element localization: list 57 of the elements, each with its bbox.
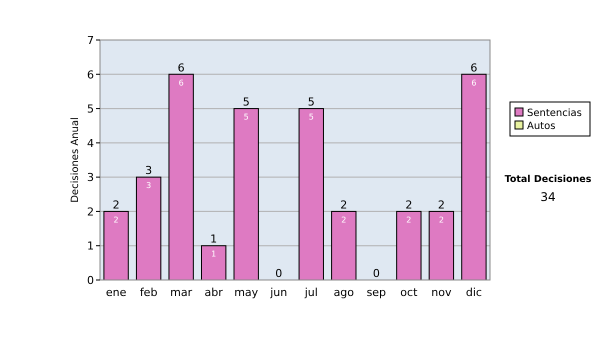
bar: [396, 210, 422, 280]
data-label: 6: [471, 78, 476, 88]
bar: [103, 210, 129, 280]
y-tick-label: 2: [87, 205, 94, 218]
total-label: 6: [178, 61, 185, 74]
total-label: 5: [308, 96, 315, 109]
x-tick-label: dic: [466, 286, 482, 299]
bar: [136, 176, 162, 280]
total-label: 2: [340, 198, 348, 212]
total-label: 2: [112, 198, 120, 212]
y-tick-label: 7: [87, 34, 94, 47]
total-label: 6: [470, 61, 478, 74]
y-tick-label: 6: [87, 68, 94, 82]
data-label: 5: [244, 112, 249, 122]
x-tick-label: sep: [366, 286, 386, 299]
data-label: 2: [114, 215, 119, 224]
y-tick-label: 4: [87, 136, 94, 150]
bar: [298, 108, 324, 280]
data-label: 1: [211, 250, 216, 259]
y-tick-label: 0: [87, 274, 94, 287]
x-tick-label: feb: [140, 286, 158, 299]
text: 34: [540, 190, 556, 204]
x-tick-label: nov: [431, 286, 452, 299]
total-label: 0: [372, 267, 380, 280]
x-tick-label: may: [234, 286, 259, 299]
bar: [234, 108, 259, 280]
x-tick-label: ago: [334, 286, 354, 299]
x-tick-label: mar: [170, 286, 193, 299]
legend-label: Sentencias: [527, 108, 582, 119]
y-tick-label: 5: [87, 102, 94, 116]
total-label: 5: [242, 96, 250, 109]
data-label: 5: [308, 112, 314, 122]
x-tick-label: jul: [304, 286, 318, 299]
data-label: 2: [406, 215, 412, 224]
bar: [331, 210, 356, 280]
total-label: 2: [438, 198, 445, 212]
data-label: 6: [178, 78, 184, 88]
y-tick-label: 3: [87, 171, 94, 184]
text: Total Decisiones: [504, 174, 592, 185]
data-label: 3: [146, 181, 152, 190]
bar: [168, 74, 194, 280]
data-label: 2: [341, 215, 346, 224]
legend-label: Autos: [527, 121, 556, 132]
bar: [428, 210, 454, 280]
total-label: 1: [210, 232, 218, 246]
bar: [200, 245, 226, 280]
x-tick-label: jun: [269, 286, 288, 299]
y-axis-title: Decisiones Anual: [70, 117, 81, 203]
x-tick-label: ene: [106, 286, 127, 299]
x-tick-label: oct: [400, 286, 418, 299]
x-tick-label: abr: [204, 286, 224, 299]
total-label: 3: [145, 164, 152, 178]
total-label: 0: [275, 267, 282, 280]
bar: [461, 74, 487, 280]
total-label: 2: [405, 198, 412, 212]
y-tick-label: 1: [87, 240, 94, 253]
data-label: 2: [438, 215, 444, 224]
